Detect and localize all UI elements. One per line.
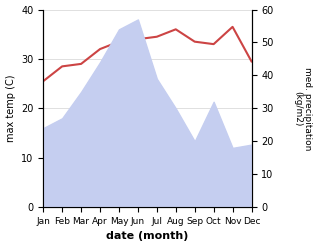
Y-axis label: med. precipitation
(kg/m2): med. precipitation (kg/m2): [293, 67, 313, 150]
X-axis label: date (month): date (month): [106, 231, 189, 242]
Y-axis label: max temp (C): max temp (C): [5, 75, 16, 142]
